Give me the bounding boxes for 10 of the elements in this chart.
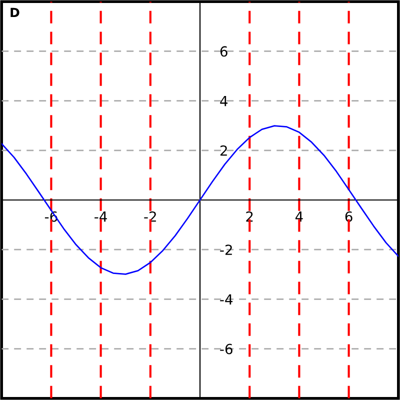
y-tick-label: -4 (220, 294, 233, 304)
x-tick-label: -4 (94, 212, 107, 222)
x-tick-label: 4 (295, 212, 303, 222)
y-tick-label: 6 (220, 46, 228, 57)
y-tick-label: -6 (220, 344, 232, 354)
line-series (2, 125, 398, 275)
y-tick-label: -2 (220, 244, 232, 255)
annotation: D (10, 8, 20, 18)
y-tick-label: 2 (220, 145, 227, 156)
y-tick-label: 4 (220, 96, 228, 106)
